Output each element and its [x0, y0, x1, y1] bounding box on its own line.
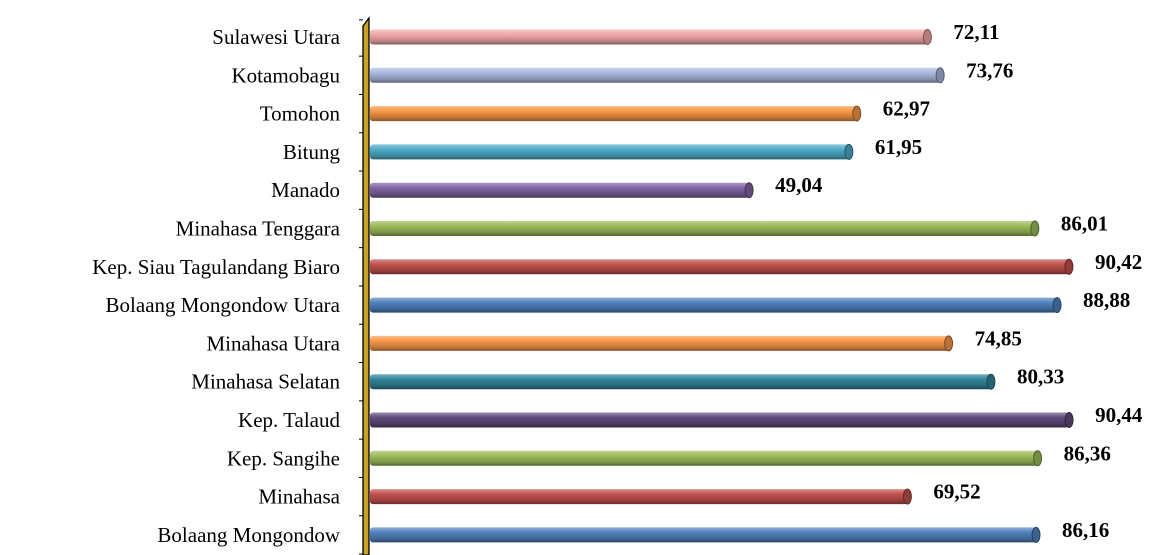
category-labels: Sulawesi Utara Kotamobagu Tomohon Bitung Man…	[92, 25, 341, 547]
value-label: 90,44	[1095, 403, 1143, 427]
value-label: 73,76	[966, 58, 1013, 82]
category-label: Bolaang Mongondow	[157, 523, 340, 547]
category-label: Bolaang Mongondow Utara	[106, 293, 341, 317]
category-label: Minahasa Tenggara	[176, 217, 341, 241]
bar-end-cap	[844, 143, 854, 160]
bar	[370, 489, 908, 505]
bar-end-cap	[1064, 258, 1074, 275]
value-label: 61,95	[875, 135, 922, 159]
bar	[370, 450, 1038, 466]
bar	[370, 412, 1070, 428]
bar-end-cap	[1064, 412, 1074, 428]
category-label: Kotamobagu	[232, 63, 341, 87]
category-label: Minahasa	[258, 485, 340, 509]
value-label: 49,04	[775, 173, 823, 197]
bar	[370, 29, 928, 45]
bar-end-cap	[922, 29, 932, 45]
value-labels: 72,11 73,76 62,97 61,95 49,04 86,01 90,42 88,88…	[775, 20, 1143, 542]
value-label: 74,85	[975, 326, 1022, 350]
bar	[370, 335, 949, 351]
category-label: Kep. Talaud	[238, 408, 340, 432]
bar	[370, 259, 1069, 275]
bar	[370, 374, 991, 390]
category-label: Minahasa Utara	[206, 331, 340, 355]
value-label: 86,16	[1062, 518, 1109, 542]
bar-end-cap	[744, 182, 754, 199]
bar-end-cap	[1030, 220, 1040, 237]
bar-end-cap	[902, 488, 912, 505]
bar	[370, 221, 1035, 236]
category-label: Manado	[271, 178, 340, 202]
bar	[370, 527, 1037, 543]
value-label: 88,88	[1083, 288, 1130, 312]
bar-end-cap	[944, 335, 954, 352]
bar	[370, 144, 849, 160]
category-label: Kep. Sangihe	[227, 446, 340, 470]
bar	[370, 106, 857, 122]
value-label: 86,36	[1064, 441, 1111, 465]
bars	[370, 29, 1074, 543]
category-label: Kep. Siau Tagulandang Biaro	[92, 255, 340, 279]
bar-end-cap	[852, 105, 862, 122]
category-axis	[359, 16, 370, 555]
category-label: Bitung	[283, 140, 341, 164]
bar	[370, 297, 1058, 313]
value-label: 62,97	[883, 97, 930, 121]
bar-end-cap	[1052, 297, 1062, 314]
value-label: 86,01	[1061, 212, 1108, 236]
bar	[370, 182, 750, 198]
category-label: Sulawesi Utara	[212, 25, 340, 49]
bar-end-cap	[1033, 450, 1043, 467]
bar-end-cap	[986, 373, 996, 390]
value-label: 80,33	[1017, 365, 1064, 389]
value-label: 69,52	[933, 480, 980, 504]
value-label: 90,42	[1095, 250, 1142, 274]
bar	[370, 67, 941, 83]
axis-wall	[362, 16, 370, 555]
bar-end-cap	[935, 67, 945, 84]
value-label: 72,11	[953, 20, 999, 44]
category-label: Minahasa Selatan	[191, 370, 340, 394]
bar-end-cap	[1031, 526, 1041, 543]
category-label: Tomohon	[260, 102, 341, 126]
